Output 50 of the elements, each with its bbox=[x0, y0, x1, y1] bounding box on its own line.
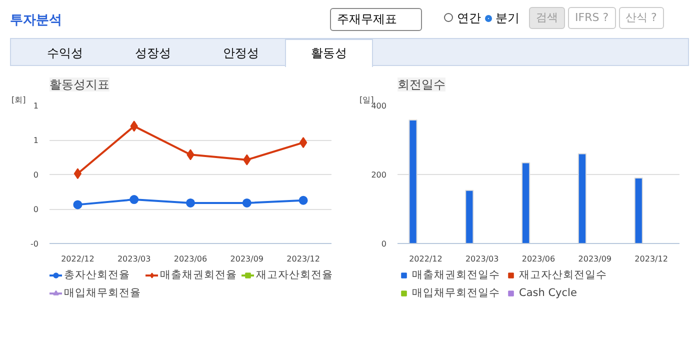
text: 분기 bbox=[495, 11, 520, 25]
y-tick-label: 1 bbox=[33, 136, 39, 145]
point bbox=[298, 196, 308, 205]
legend-label: 매출채권회전율 bbox=[160, 268, 237, 282]
x-tick-label: 2022/12 bbox=[61, 254, 94, 264]
y-tick-label: 0 bbox=[381, 240, 387, 248]
y-tick-label: 200 bbox=[371, 170, 387, 180]
point bbox=[74, 168, 82, 180]
legend-label: 매출채권회전일수 bbox=[412, 268, 500, 282]
y-axis-title: [일] bbox=[360, 96, 374, 104]
text: 투자분석 bbox=[10, 12, 62, 30]
legend-label: 매입채무회전율 bbox=[64, 286, 141, 300]
legend-label: 재고자산회전일수 bbox=[519, 268, 607, 282]
y-tick-label: 400 bbox=[371, 102, 387, 110]
x-tick-label: 2023/03 bbox=[117, 254, 151, 264]
x-tick-label: 2023/06 bbox=[522, 254, 556, 264]
chart-title: 회전일수 bbox=[398, 78, 446, 92]
y-axis-title: [회] bbox=[12, 96, 26, 104]
x-tick-label: 2023/12 bbox=[286, 254, 320, 264]
text: 수익성 bbox=[46, 45, 84, 62]
x-tick-label: 2022/12 bbox=[409, 254, 442, 264]
x-tick-label: 2023/09 bbox=[578, 254, 612, 264]
text: 성장성 bbox=[134, 45, 172, 62]
legend-label: 총자산회전율 bbox=[64, 268, 130, 282]
text: 활동성 bbox=[285, 39, 373, 68]
text: IFRS ? bbox=[568, 7, 616, 29]
point bbox=[130, 195, 139, 204]
bar bbox=[465, 190, 474, 244]
y-tick-label: 1 bbox=[33, 102, 39, 110]
point bbox=[242, 198, 252, 208]
chart-title: 활동성지표 bbox=[50, 78, 110, 92]
text: 안정성 bbox=[222, 45, 260, 62]
x-tick-label: 2023/06 bbox=[174, 254, 208, 264]
bar bbox=[634, 177, 643, 244]
legend-label: 매입채무회전일수 bbox=[412, 286, 500, 300]
x-tick-label: 2023/09 bbox=[230, 254, 264, 264]
text: 주재무제표 bbox=[330, 8, 422, 32]
point bbox=[299, 137, 308, 148]
text: 산식 ? bbox=[618, 7, 664, 29]
text: 연간 bbox=[456, 11, 481, 25]
x-tick-label: 2023/03 bbox=[465, 254, 499, 264]
point bbox=[186, 198, 195, 208]
legend-label: Cash Cycle bbox=[519, 286, 577, 300]
y-tick-label: 0 bbox=[33, 170, 39, 180]
point bbox=[73, 200, 82, 210]
legend-label: 재고자산회전율 bbox=[256, 268, 333, 282]
y-tick-label: -0 bbox=[30, 240, 39, 248]
y-tick-label: 0 bbox=[33, 205, 39, 214]
x-tick-label: 2023/12 bbox=[634, 254, 668, 264]
text: 검색 bbox=[529, 7, 565, 29]
